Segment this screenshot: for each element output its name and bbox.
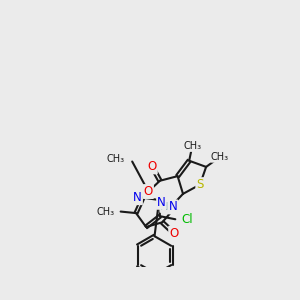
Text: Cl: Cl [182, 213, 193, 226]
Text: N: N [157, 196, 166, 209]
Text: N: N [133, 191, 142, 204]
Text: CH₃: CH₃ [211, 152, 229, 162]
Text: N: N [169, 200, 177, 213]
Text: CH₃: CH₃ [106, 154, 124, 164]
Text: O: O [144, 185, 153, 198]
Text: O: O [169, 226, 178, 240]
Text: O: O [148, 160, 157, 173]
Text: CH₃: CH₃ [96, 207, 115, 217]
Text: S: S [196, 178, 204, 191]
Text: H: H [160, 202, 169, 212]
Text: CH₃: CH₃ [183, 141, 201, 151]
